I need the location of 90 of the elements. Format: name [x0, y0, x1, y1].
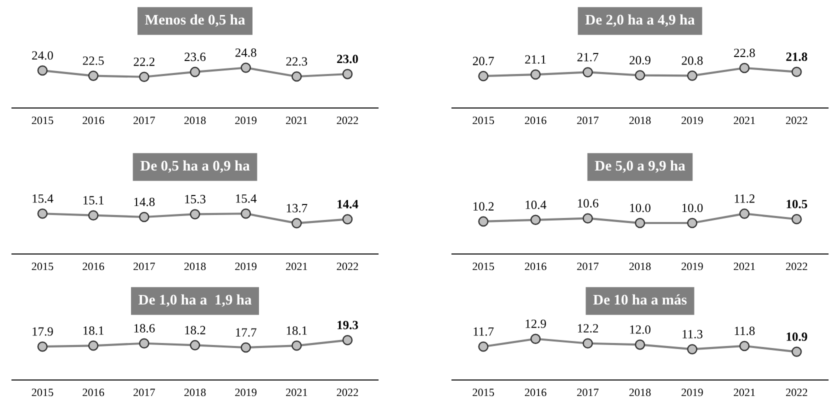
data-label: 18.2: [185, 326, 206, 334]
x-tick-label: 2018: [184, 262, 206, 270]
x-tick-label: 2018: [184, 116, 206, 124]
data-label: 20.8: [682, 56, 703, 65]
x-tick-label: 2019: [235, 116, 256, 124]
data-label: 22.8: [734, 48, 755, 58]
data-label: 17.7: [236, 328, 256, 337]
data-label: 11.7: [474, 327, 494, 336]
data-label: 20.7: [472, 56, 494, 66]
x-tick-label: 2022: [336, 388, 358, 396]
data-label: 15.3: [185, 194, 206, 204]
data-label: 11.3: [682, 330, 702, 338]
chart-title: De 0,5 ha a 0,9 ha: [140, 160, 250, 173]
data-label: 17.9: [32, 327, 53, 336]
data-label: 10.9: [786, 332, 808, 341]
x-tick-label: 2022: [786, 388, 808, 396]
data-label: 15.4: [236, 194, 257, 203]
data-label: 18.6: [134, 324, 155, 333]
data-label: 24.0: [32, 51, 53, 60]
data-label: 19.3: [338, 320, 358, 330]
x-tick-label: 2017: [577, 116, 599, 124]
data-label: 14.8: [134, 198, 155, 206]
x-tick-label: 2021: [734, 262, 755, 270]
x-tick-label: 2015: [32, 388, 54, 396]
chart-title: De 1,0 ha a 1,9 ha: [138, 294, 252, 307]
x-tick-label: 2015: [472, 388, 494, 396]
chart-title: De 5,0 a 9,9 ha: [594, 160, 686, 173]
x-tick-label: 2017: [134, 388, 155, 396]
chart-title: De 2,0 ha a 4,9 ha: [585, 14, 695, 27]
x-tick-label: 2015: [32, 262, 54, 270]
x-tick-label: 2015: [32, 116, 54, 124]
data-label: 23.0: [337, 54, 358, 64]
x-tick-label: 2021: [286, 262, 308, 270]
data-label: 22.3: [286, 57, 308, 66]
data-label: 23.6: [184, 52, 206, 62]
x-tick-label: 2016: [82, 116, 104, 124]
x-tick-label: 2022: [336, 262, 358, 270]
chart-title: De 10 ha a más: [593, 294, 687, 305]
data-label: 22.2: [134, 58, 154, 66]
x-tick-label: 2017: [134, 262, 155, 270]
x-tick-label: 2019: [682, 388, 703, 396]
x-tick-label: 2019: [235, 262, 256, 270]
data-label: 12.2: [578, 324, 598, 333]
x-tick-label: 2021: [734, 388, 755, 396]
x-tick-label: 2018: [184, 388, 206, 396]
data-label: 15.4: [32, 194, 54, 203]
data-label: 21.7: [577, 52, 598, 62]
x-tick-label: 2016: [82, 388, 104, 396]
x-tick-label: 2022: [786, 116, 808, 124]
x-tick-label: 2018: [629, 262, 651, 270]
x-tick-label: 2021: [734, 116, 755, 124]
data-label: 10.0: [682, 204, 703, 212]
x-tick-label: 2015: [472, 262, 494, 270]
data-label: 10.6: [578, 199, 598, 208]
x-tick-label: 2016: [524, 388, 546, 396]
data-label: 12.0: [630, 325, 650, 334]
data-label: 11.8: [734, 326, 755, 336]
data-label: 14.4: [338, 200, 358, 208]
data-label: 10.5: [786, 200, 808, 208]
data-label: 18.1: [83, 326, 104, 335]
data-label: 10.2: [473, 202, 494, 211]
x-tick-label: 2015: [472, 116, 494, 124]
data-label: 13.7: [286, 204, 308, 212]
x-tick-label: 2019: [682, 262, 703, 270]
data-label: 22.5: [82, 56, 104, 65]
x-tick-label: 2021: [286, 116, 308, 124]
data-label: 21.1: [525, 55, 546, 64]
x-tick-label: 2018: [629, 388, 651, 396]
data-label: 24.8: [235, 48, 256, 57]
x-tick-label: 2016: [524, 262, 546, 270]
x-tick-label: 2022: [336, 116, 358, 124]
x-tick-label: 2022: [786, 262, 808, 270]
data-label: 15.1: [83, 196, 104, 205]
data-label: 11.2: [734, 194, 754, 203]
x-tick-label: 2017: [577, 262, 599, 270]
chart-title: Menos de 0,5 ha: [145, 14, 246, 27]
x-tick-label: 2017: [134, 116, 155, 124]
data-label: 18.1: [286, 326, 307, 335]
data-label: 12.9: [526, 320, 546, 328]
x-tick-label: 2016: [524, 116, 546, 124]
x-tick-label: 2019: [235, 388, 256, 396]
x-tick-label: 2016: [82, 262, 104, 270]
x-tick-label: 2018: [629, 116, 651, 124]
data-label: 10.0: [630, 204, 650, 212]
x-tick-label: 2021: [286, 388, 308, 396]
x-tick-label: 2017: [577, 388, 599, 396]
x-tick-label: 2019: [682, 116, 703, 124]
data-label: 21.8: [786, 52, 808, 62]
data-label: 20.9: [630, 56, 650, 64]
data-label: 10.4: [526, 200, 546, 210]
